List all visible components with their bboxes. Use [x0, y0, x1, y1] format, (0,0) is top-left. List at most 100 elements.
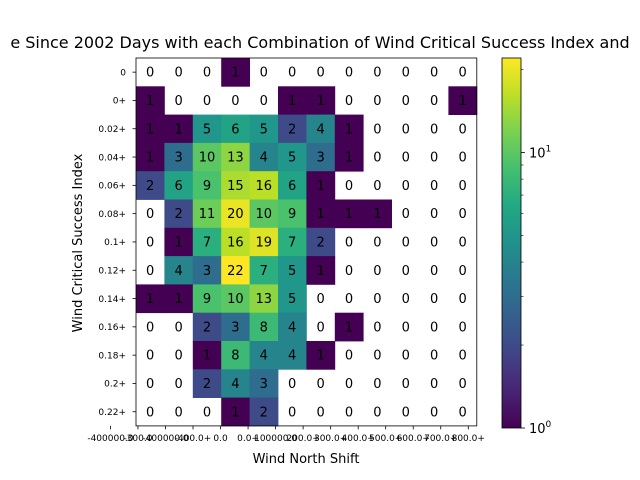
cell-label: 2 [203, 377, 211, 392]
heatmap-cell [306, 227, 336, 257]
heatmap-cell [221, 312, 250, 342]
cell-label: 1 [345, 151, 353, 166]
x-tick-label: 400.0+ [342, 434, 375, 444]
cell-label: 0 [402, 151, 410, 166]
cell-label: 0 [174, 94, 182, 109]
cell-label: 11 [199, 207, 216, 222]
cell-label: 0 [174, 320, 182, 335]
cell-label: 3 [174, 151, 182, 166]
heatmap-cell [249, 227, 279, 257]
cell-label: 10 [256, 207, 273, 222]
cell-label: 0 [373, 179, 381, 194]
heatmap-cell [221, 142, 250, 172]
cell-label: 0 [288, 377, 296, 392]
cell-label: 7 [203, 235, 211, 250]
heatmap-cell [306, 199, 336, 229]
heatmap-cell [164, 256, 194, 285]
colorbar: 100 101 [501, 57, 552, 437]
colorbar-gradient [501, 57, 522, 429]
heatmap-cell [221, 114, 250, 144]
cell-label: 0 [430, 320, 438, 335]
cell-label: 0 [345, 264, 353, 279]
cell-label: 0 [260, 94, 268, 109]
cell-label: 3 [231, 320, 239, 335]
cell-label: 0 [146, 66, 154, 81]
heatmap-cell [249, 171, 279, 200]
cell-label: 0 [402, 179, 410, 194]
heatmap-cell [164, 284, 194, 314]
cell-label: 1 [231, 66, 239, 81]
heatmap-cell [221, 171, 250, 200]
cell-label: 6 [174, 179, 182, 194]
x-tick-label: -300.0 [123, 434, 152, 444]
cell-label: 0 [430, 122, 438, 137]
heatmap-cell [221, 284, 250, 314]
cell-label: 2 [316, 235, 324, 250]
heatmap-cell [278, 227, 307, 257]
cell-label: 0 [458, 405, 466, 420]
x-axis-label: Wind North Shift [253, 452, 360, 467]
cell-label: 3 [203, 264, 211, 279]
cell-label: 9 [203, 292, 211, 307]
heatmap-cell [221, 341, 250, 370]
cell-label: 1 [174, 122, 182, 137]
heatmap-cell [221, 256, 250, 285]
cell-label: 1 [316, 179, 324, 194]
heatmap-cell [164, 199, 194, 229]
cell-label: 0 [458, 292, 466, 307]
cell-label: 0 [402, 66, 410, 81]
heatmap-cell [136, 142, 165, 172]
cell-label: 1 [345, 320, 353, 335]
cell-label: 1 [146, 94, 154, 109]
cell-label: 3 [316, 151, 324, 166]
cell-label: 0 [146, 405, 154, 420]
heatmap-cell [278, 142, 307, 172]
heatmap-cell [192, 369, 222, 398]
cell-label: 1 [316, 349, 324, 364]
cell-label: 1 [316, 207, 324, 222]
cell-label: 0 [345, 405, 353, 420]
heatmap-cell [192, 284, 222, 314]
cell-label: 1 [288, 94, 296, 109]
heatmap-cell [278, 312, 307, 342]
heatmap-cell [249, 114, 279, 144]
colorbar-tick-label: 101 [529, 144, 551, 161]
heatmap-cell [306, 86, 336, 115]
cell-label: 16 [227, 235, 244, 250]
cell-label: 0 [430, 264, 438, 279]
cell-label: 0 [373, 122, 381, 137]
cell-label: 0 [288, 405, 296, 420]
cell-label: 0 [458, 179, 466, 194]
heatmap-cell [192, 199, 222, 229]
heatmap-cell [448, 86, 478, 115]
cell-label: 7 [288, 235, 296, 250]
cell-label: 1 [345, 207, 353, 222]
y-tick-label: 0.04+ [98, 153, 126, 163]
heatmap-cell [136, 284, 165, 314]
heatmap-cell [221, 227, 250, 257]
cell-label: 19 [256, 235, 273, 250]
cell-label: 0 [316, 377, 324, 392]
cell-label: 0 [430, 292, 438, 307]
heatmap-cell [278, 256, 307, 285]
cell-label: 0 [373, 94, 381, 109]
y-tick-label: 0.16+ [98, 323, 126, 333]
cell-label: 0 [458, 66, 466, 81]
cell-label: 0 [458, 349, 466, 364]
cell-label: 1 [458, 94, 466, 109]
heatmap-cell [249, 312, 279, 342]
cell-label: 0 [430, 235, 438, 250]
heatmap-cell [221, 58, 250, 87]
cell-label: 1 [231, 405, 239, 420]
cell-label: 0 [402, 207, 410, 222]
heatmap-cell [221, 199, 250, 229]
cell-label: 0 [373, 349, 381, 364]
heatmap-cell [278, 114, 307, 144]
cell-label: 10 [227, 292, 244, 307]
cell-label: 20 [227, 207, 244, 222]
cell-label: 1 [174, 235, 182, 250]
cell-label: 0 [402, 264, 410, 279]
heatmap-cell [221, 369, 250, 398]
cell-label: 4 [260, 349, 268, 364]
